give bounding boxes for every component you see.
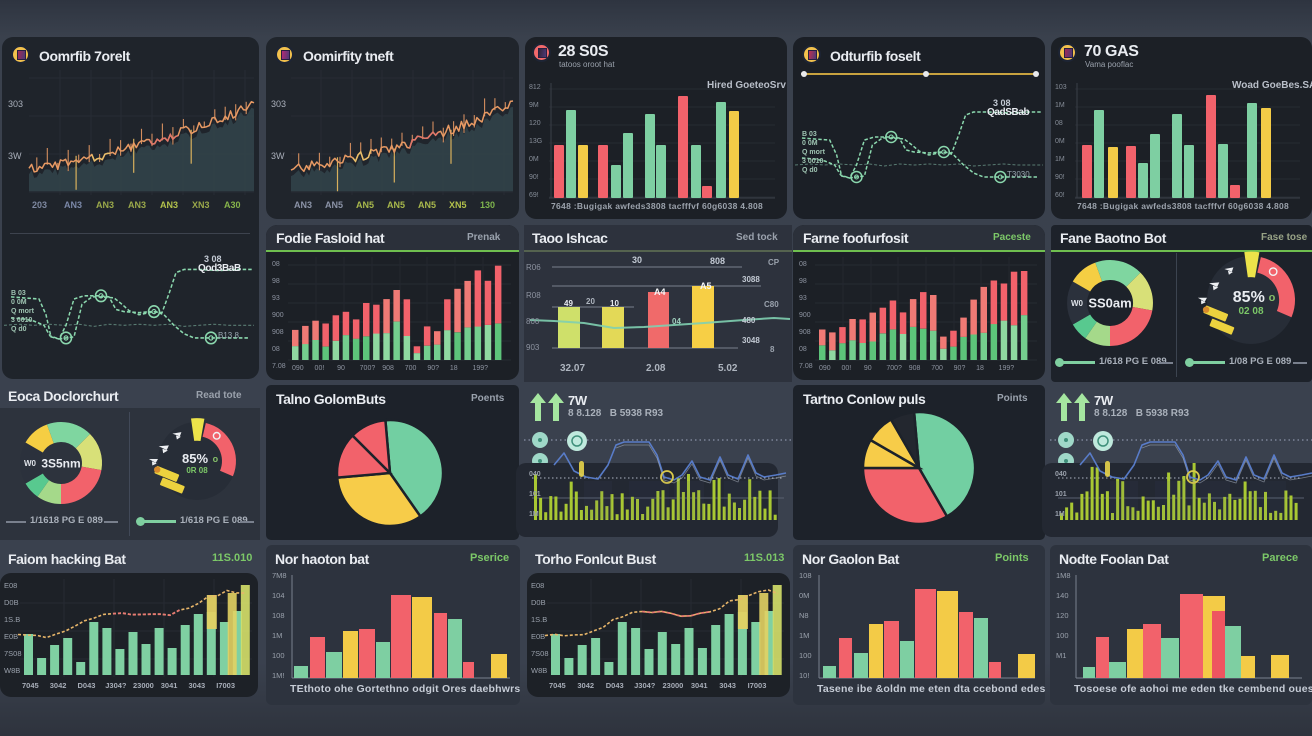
svg-text:3S5nm: 3S5nm xyxy=(41,456,80,470)
svg-text:85%: 85% xyxy=(182,451,208,466)
svg-text:W0: W0 xyxy=(1071,299,1084,308)
svg-text:W0: W0 xyxy=(24,459,37,468)
svg-text:o: o xyxy=(1269,292,1276,304)
svg-text:02 08: 02 08 xyxy=(1238,306,1263,317)
svg-text:0R 08: 0R 08 xyxy=(186,466,208,475)
svg-text:85%: 85% xyxy=(1233,289,1265,306)
svg-text:o: o xyxy=(213,454,219,464)
svg-text:SS0am: SS0am xyxy=(1088,296,1131,311)
